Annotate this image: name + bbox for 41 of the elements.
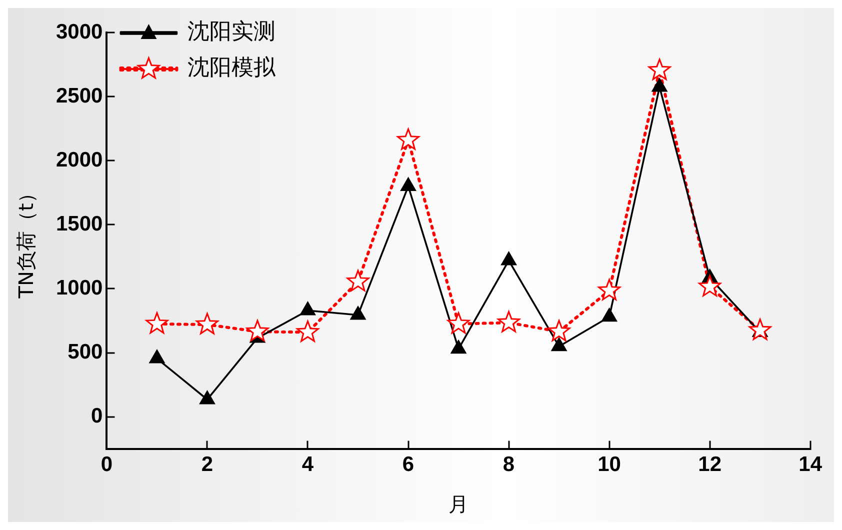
- point: [450, 340, 466, 354]
- point: [346, 270, 370, 292]
- x-tick-label: 6: [402, 453, 414, 476]
- point: [296, 320, 319, 342]
- point: [498, 310, 520, 332]
- y-tick-label: 1500: [56, 212, 103, 236]
- y-tick-label: 3000: [56, 20, 103, 44]
- point: [698, 275, 722, 296]
- point: [400, 178, 416, 192]
- y-tick-label: 1000: [56, 276, 103, 300]
- x-tick-label: 10: [598, 453, 621, 476]
- point: [447, 312, 470, 334]
- point: [200, 390, 215, 404]
- x-tick-label: 12: [698, 453, 722, 476]
- point: [149, 350, 165, 364]
- x-tick-label: 8: [502, 453, 515, 476]
- y-tick-label: 500: [68, 340, 103, 364]
- y-tick-label: 0: [91, 404, 103, 428]
- point: [397, 128, 420, 150]
- point: [602, 308, 617, 322]
- point: [648, 58, 671, 80]
- legend-label: 沈阳实测: [188, 20, 276, 45]
- y-tick-label: 2500: [56, 84, 103, 108]
- point: [300, 302, 316, 316]
- point: [501, 252, 516, 266]
- point: [146, 312, 168, 334]
- point: [598, 278, 621, 300]
- x-axis-title: 月: [448, 492, 469, 516]
- point: [196, 312, 218, 334]
- point: [350, 306, 366, 320]
- x-tick-label: 2: [201, 453, 214, 476]
- point: [551, 338, 567, 352]
- x-tick-label: 4: [302, 453, 314, 476]
- legend-label: 沈阳模拟: [188, 56, 277, 81]
- point: [652, 78, 668, 92]
- point: [246, 320, 269, 342]
- point: [748, 318, 772, 340]
- point: [548, 320, 570, 342]
- y-tick-label: 2000: [56, 148, 103, 172]
- y-axis-title: TN负荷（t）: [14, 183, 38, 300]
- x-tick-label: 14: [798, 453, 822, 476]
